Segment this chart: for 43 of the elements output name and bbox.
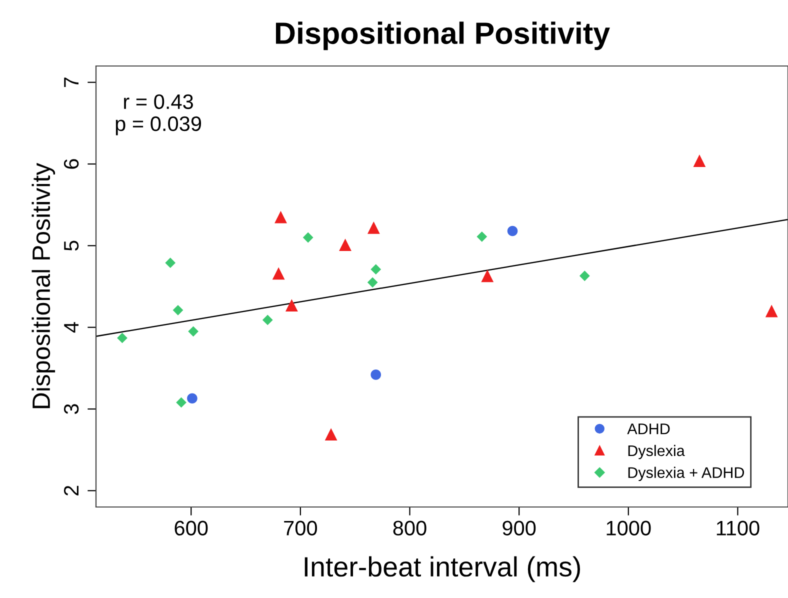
- y-tick-label: 5: [64, 240, 79, 251]
- point: [272, 267, 285, 280]
- x-tick-label: 700: [284, 520, 317, 536]
- point: [367, 221, 380, 234]
- y-tick-label: 3: [64, 404, 79, 414]
- legend-label: ADHD: [627, 424, 670, 434]
- point: [302, 232, 314, 243]
- point: [476, 231, 488, 242]
- point: [324, 428, 338, 441]
- point: [481, 270, 494, 282]
- y-tick-label: 6: [64, 159, 79, 169]
- point: [370, 370, 382, 380]
- point: [693, 154, 706, 167]
- annotation: p = 0.039: [116, 116, 202, 136]
- point: [579, 270, 590, 282]
- point: [285, 299, 298, 312]
- y-tick-label: 7: [64, 78, 78, 88]
- x-tick-label: 1000: [606, 520, 651, 536]
- legend-label: Dyslexia: [628, 444, 685, 460]
- y-tick-label: 2: [64, 486, 78, 496]
- x-tick-label: 600: [174, 520, 208, 536]
- y-axis-title: Dispositional Positivity: [32, 162, 56, 408]
- legend-label: Dyslexia + ADHD: [628, 466, 744, 482]
- point: [172, 304, 184, 316]
- point: [262, 314, 273, 326]
- x-tick-label: 900: [502, 520, 536, 536]
- chart-title: Dispositional Positivity: [276, 22, 610, 50]
- point: [367, 277, 378, 288]
- point: [507, 226, 518, 236]
- x-axis-title: Inter-beat interval (ms): [304, 556, 580, 582]
- annotation: r = 0.43: [124, 94, 193, 110]
- point: [176, 397, 186, 408]
- point: [370, 264, 382, 275]
- y-tick-label: 4: [64, 322, 78, 333]
- point: [765, 304, 778, 318]
- point: [339, 238, 352, 252]
- point: [274, 210, 287, 224]
- point: [187, 393, 198, 404]
- x-tick-label: 1100: [716, 520, 760, 536]
- x-tick-label: 800: [393, 520, 426, 536]
- point: [165, 258, 176, 268]
- point: [117, 332, 128, 344]
- point: [188, 326, 198, 337]
